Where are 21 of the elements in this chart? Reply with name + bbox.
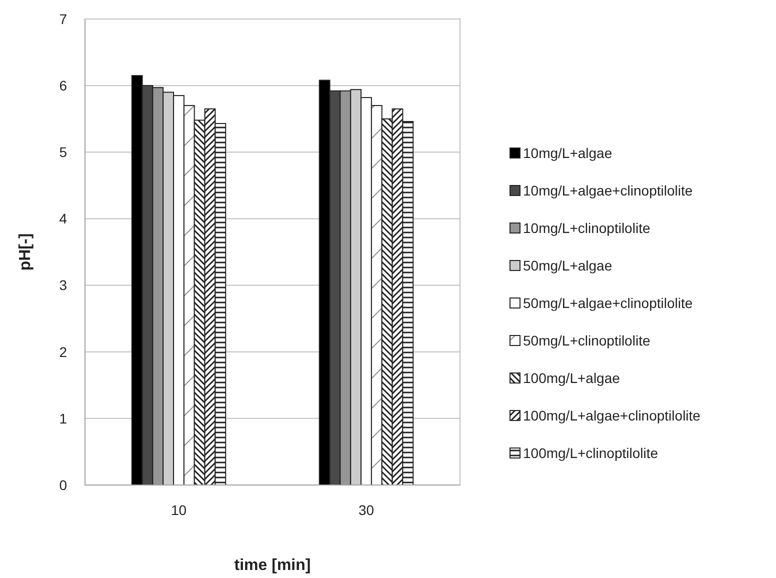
- legend-label: 10mg/L+algae: [523, 144, 612, 161]
- y-tick-label: 5: [59, 144, 68, 160]
- y-tick-label: 3: [59, 277, 68, 294]
- legend-label: 50mg/L+clinoptilolite: [523, 332, 650, 348]
- legend-label: 100mg/L+algae+clinoptilolite: [523, 407, 701, 424]
- legend-label: 100mg/L+algae: [523, 370, 620, 386]
- legend-label: 10mg/L+clinoptilolite: [523, 220, 650, 236]
- x-tick-label: 10: [170, 502, 187, 518]
- y-tick-label: 1: [59, 410, 68, 426]
- x-tick-label: 30: [358, 502, 374, 518]
- legend-label: 50mg/L+algae: [523, 257, 612, 274]
- y-axis-title: pH[-]: [17, 233, 34, 271]
- legend-label: 50mg/L+algae+clinoptilolite: [523, 294, 693, 311]
- y-tick-label: 0: [59, 476, 68, 493]
- y-tick-label: 2: [59, 344, 68, 360]
- y-tick-label: 6: [59, 77, 68, 94]
- x-axis-title: time [min]: [234, 557, 311, 574]
- legend-label: 10mg/L+algae+clinoptilolite: [523, 182, 693, 198]
- legend-label: 100mg/L+clinoptilolite: [523, 444, 658, 461]
- y-tick-label: 4: [59, 210, 68, 227]
- y-tick-label: 7: [59, 10, 68, 27]
